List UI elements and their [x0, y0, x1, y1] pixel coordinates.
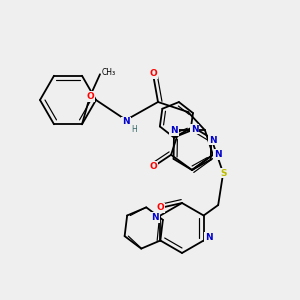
Text: N: N	[152, 213, 159, 222]
Text: H: H	[131, 125, 137, 134]
Text: CH₃: CH₃	[102, 68, 116, 77]
Text: N: N	[214, 150, 222, 159]
Text: O: O	[156, 203, 164, 212]
Text: O: O	[86, 92, 94, 101]
Text: O: O	[149, 162, 157, 171]
Text: S: S	[220, 169, 226, 178]
Text: N: N	[209, 136, 217, 145]
Text: N: N	[170, 126, 178, 135]
Text: O: O	[149, 70, 157, 79]
Text: N: N	[122, 118, 130, 127]
Text: N: N	[205, 233, 212, 242]
Text: N: N	[191, 124, 199, 134]
